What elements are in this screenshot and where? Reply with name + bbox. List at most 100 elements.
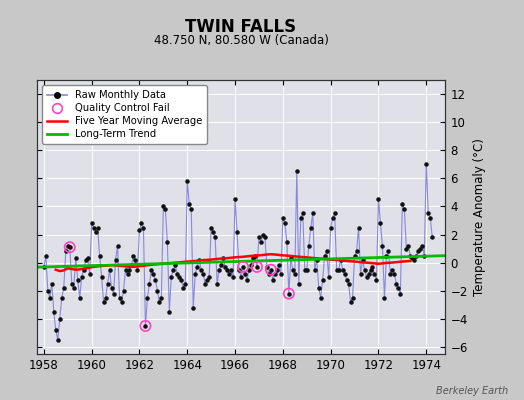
Point [143, 294, 151, 301]
Point [141, 323, 150, 329]
Point [314, 285, 323, 291]
Point [191, 271, 200, 277]
Point [225, 271, 233, 277]
Point [239, 264, 247, 270]
Point [187, 206, 195, 212]
Point [46, 294, 54, 301]
Point [341, 271, 349, 277]
Point [183, 178, 191, 184]
Point [279, 214, 287, 221]
Point [287, 255, 295, 262]
Point [408, 255, 417, 262]
Point [171, 262, 180, 269]
Point [112, 257, 120, 263]
Point [398, 200, 407, 207]
Point [203, 276, 211, 283]
Point [219, 255, 227, 262]
Point [68, 280, 76, 287]
Text: TWIN FALLS: TWIN FALLS [185, 18, 297, 36]
Point [139, 224, 148, 231]
Point [70, 285, 78, 291]
Point [66, 244, 74, 250]
Point [269, 276, 277, 283]
Point [53, 337, 62, 343]
Point [151, 276, 160, 283]
Point [253, 264, 261, 270]
Point [394, 285, 402, 291]
Point [361, 266, 369, 273]
Point [259, 231, 267, 238]
Point [227, 266, 235, 273]
Point [167, 274, 176, 280]
Point [255, 234, 263, 240]
Point [267, 266, 275, 273]
Point [354, 224, 363, 231]
Point [103, 280, 112, 287]
Point [334, 266, 343, 273]
Point [137, 220, 146, 226]
Point [83, 255, 92, 262]
Point [56, 316, 64, 322]
Point [351, 252, 359, 259]
Point [149, 271, 158, 277]
Point [85, 271, 94, 277]
Point [117, 299, 126, 305]
Point [311, 266, 319, 273]
Point [322, 248, 331, 255]
Point [326, 224, 335, 231]
Point [51, 327, 60, 333]
Point [179, 285, 188, 291]
Point [48, 280, 56, 287]
Point [78, 274, 86, 280]
Point [370, 271, 379, 277]
Point [157, 294, 166, 301]
Point [73, 276, 82, 283]
Point [71, 255, 80, 262]
Point [346, 299, 355, 305]
Point [406, 252, 414, 259]
Point [362, 274, 370, 280]
Point [119, 288, 128, 294]
Point [301, 266, 309, 273]
Point [115, 294, 124, 301]
Point [329, 214, 337, 221]
Point [125, 266, 134, 273]
Point [245, 266, 253, 273]
Point [147, 266, 156, 273]
Point [239, 264, 247, 270]
Point [358, 257, 367, 263]
Point [60, 285, 68, 291]
Point [380, 294, 389, 301]
Point [185, 200, 193, 207]
Point [92, 228, 100, 235]
Point [414, 248, 422, 255]
Point [165, 309, 173, 315]
Point [422, 161, 431, 168]
Point [209, 228, 217, 235]
Point [418, 243, 427, 249]
Point [145, 280, 154, 287]
Point [161, 206, 170, 212]
Point [275, 262, 283, 269]
Text: Berkeley Earth: Berkeley Earth [436, 386, 508, 396]
Point [312, 257, 321, 263]
Point [235, 266, 243, 273]
Point [159, 203, 168, 210]
Point [62, 248, 70, 255]
Point [123, 271, 132, 277]
Point [263, 264, 271, 270]
Point [205, 274, 213, 280]
Point [217, 262, 225, 269]
Point [201, 280, 210, 287]
Point [40, 264, 48, 270]
Point [316, 294, 325, 301]
Point [267, 266, 275, 273]
Point [356, 271, 365, 277]
Point [368, 264, 377, 270]
Point [304, 243, 313, 249]
Point [135, 227, 144, 234]
Point [177, 276, 185, 283]
Y-axis label: Temperature Anomaly (°C): Temperature Anomaly (°C) [473, 138, 486, 296]
Point [372, 276, 380, 283]
Text: 48.750 N, 80.580 W (Canada): 48.750 N, 80.580 W (Canada) [154, 34, 329, 47]
